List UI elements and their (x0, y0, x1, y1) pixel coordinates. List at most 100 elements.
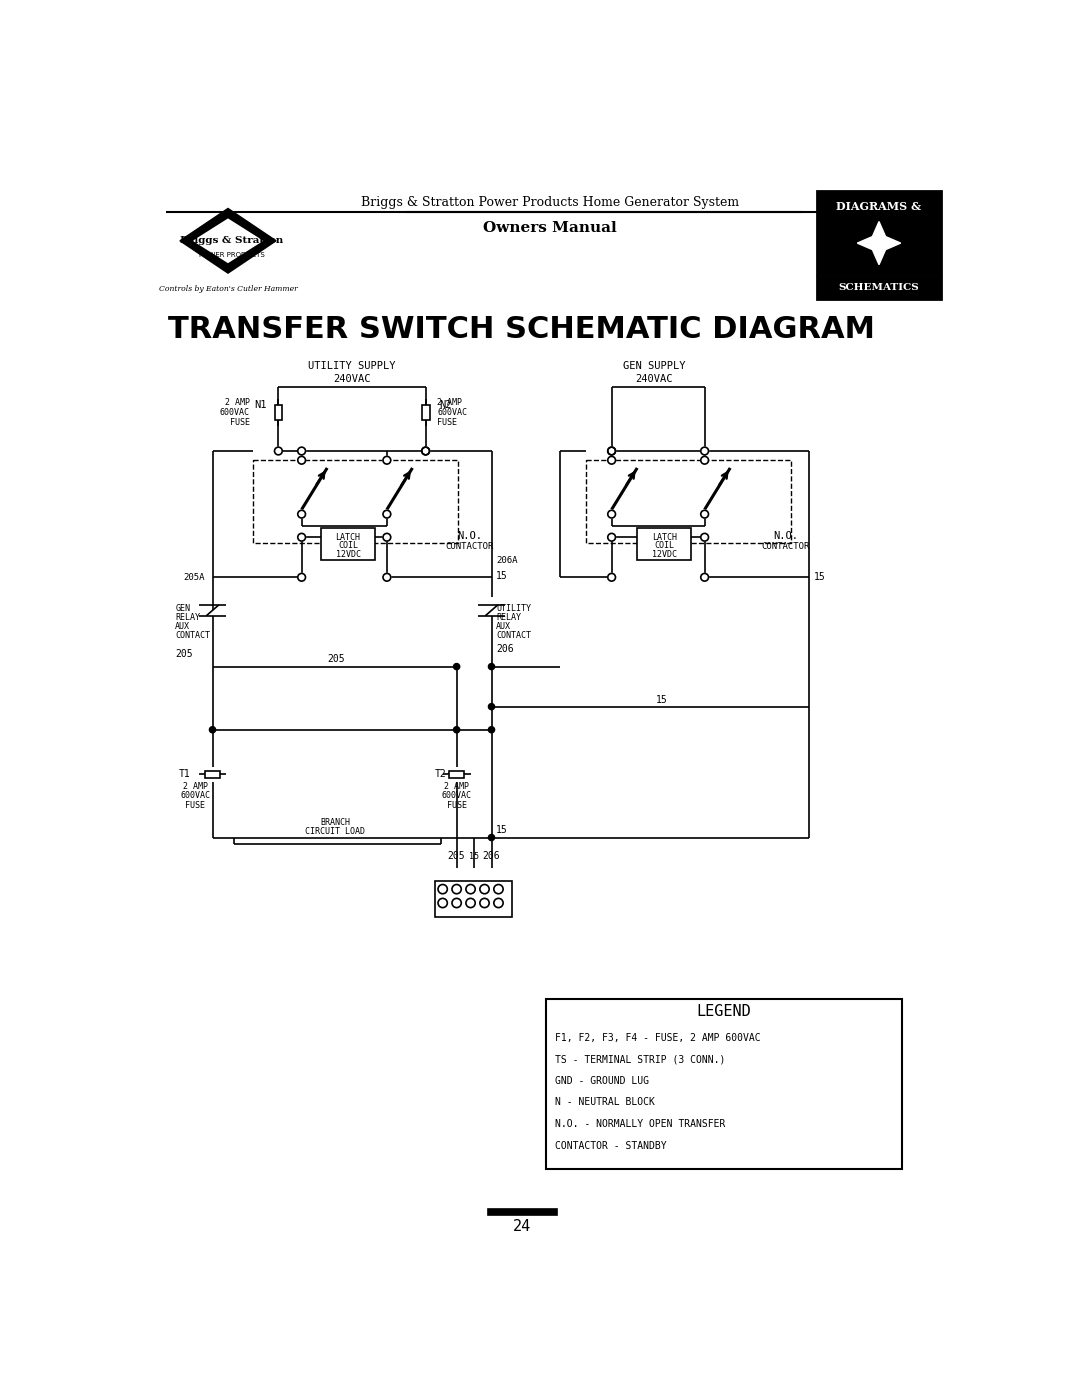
Text: 15: 15 (469, 852, 478, 861)
Bar (449, 771, 464, 778)
Text: CONTACT: CONTACT (175, 631, 211, 640)
Circle shape (488, 704, 495, 710)
Circle shape (488, 834, 495, 841)
Text: POWER PRODUCTS: POWER PRODUCTS (199, 251, 265, 257)
Bar (637, 528, 691, 560)
Text: LATCH: LATCH (336, 532, 361, 542)
Circle shape (383, 457, 391, 464)
Text: 205: 205 (448, 851, 465, 861)
Text: 205: 205 (175, 650, 193, 659)
Bar (488, 1208, 557, 1215)
Bar (422, 405, 430, 420)
Text: 600VAC: 600VAC (437, 408, 468, 416)
Text: UTILITY SUPPLY: UTILITY SUPPLY (308, 362, 395, 372)
Text: BRANCH: BRANCH (320, 817, 350, 827)
Text: AUX: AUX (175, 622, 190, 631)
Circle shape (608, 534, 616, 541)
Circle shape (701, 534, 708, 541)
Circle shape (451, 884, 461, 894)
Text: COIL: COIL (338, 541, 359, 550)
Circle shape (298, 534, 306, 541)
Circle shape (488, 726, 495, 733)
Polygon shape (194, 219, 262, 263)
Circle shape (298, 457, 306, 464)
Circle shape (608, 510, 616, 518)
Text: RELAY: RELAY (175, 613, 200, 622)
Bar (321, 528, 375, 560)
Text: 2 AMP: 2 AMP (437, 398, 462, 407)
Circle shape (494, 884, 503, 894)
Bar (545, 999, 902, 1169)
Circle shape (608, 457, 616, 464)
Text: 206: 206 (496, 644, 514, 654)
Text: 240VAC: 240VAC (635, 374, 673, 384)
Circle shape (465, 884, 475, 894)
Text: 206: 206 (483, 851, 500, 861)
Text: LEGEND: LEGEND (697, 1004, 752, 1018)
Circle shape (608, 447, 616, 455)
Text: Controls by Eaton's Cutler Hammer: Controls by Eaton's Cutler Hammer (159, 285, 297, 292)
Text: FUSE: FUSE (447, 800, 467, 810)
Circle shape (298, 573, 306, 581)
Circle shape (701, 457, 708, 464)
Polygon shape (858, 222, 901, 264)
Circle shape (298, 447, 306, 455)
Text: 2 AMP: 2 AMP (183, 782, 208, 791)
Circle shape (438, 884, 447, 894)
Circle shape (422, 447, 430, 455)
Circle shape (701, 573, 708, 581)
Text: FUSE: FUSE (437, 418, 457, 427)
Text: UTILITY: UTILITY (496, 604, 531, 612)
Circle shape (454, 664, 460, 669)
Circle shape (608, 447, 616, 455)
Text: 12VDC: 12VDC (336, 549, 361, 559)
Text: TRANSFER SWITCH SCHEMATIC DIAGRAM: TRANSFER SWITCH SCHEMATIC DIAGRAM (167, 314, 875, 344)
Text: 12VDC: 12VDC (652, 549, 677, 559)
Text: GEN: GEN (175, 604, 190, 612)
Text: N1: N1 (254, 400, 267, 409)
Circle shape (701, 447, 708, 455)
Bar (586, 460, 792, 543)
Text: CIRCUIT LOAD: CIRCUIT LOAD (305, 827, 365, 835)
Circle shape (494, 898, 503, 908)
Text: 15: 15 (496, 824, 508, 835)
Circle shape (488, 664, 495, 669)
Text: Briggs & Stratton: Briggs & Stratton (180, 236, 283, 246)
Text: N.O.: N.O. (773, 531, 798, 541)
Circle shape (438, 898, 447, 908)
Circle shape (454, 726, 460, 733)
Text: CONTACT: CONTACT (496, 631, 531, 640)
Circle shape (210, 726, 216, 733)
Circle shape (465, 898, 475, 908)
Circle shape (422, 447, 430, 455)
Text: FUSE: FUSE (186, 800, 205, 810)
Circle shape (383, 573, 391, 581)
Text: 15: 15 (496, 571, 508, 581)
Text: N2: N2 (440, 400, 453, 409)
Text: 205: 205 (327, 654, 346, 664)
Text: GND - GROUND LUG: GND - GROUND LUG (555, 1076, 649, 1085)
Bar (253, 460, 458, 543)
Text: N.O. - NORMALLY OPEN TRANSFER: N.O. - NORMALLY OPEN TRANSFER (555, 1119, 726, 1129)
Text: F1, F2, F3, F4 - FUSE, 2 AMP 600VAC: F1, F2, F3, F4 - FUSE, 2 AMP 600VAC (555, 1032, 760, 1042)
Text: COIL: COIL (654, 541, 674, 550)
Text: 15: 15 (657, 696, 667, 705)
Text: 2 AMP: 2 AMP (225, 398, 249, 407)
Text: 2 AMP: 2 AMP (444, 782, 469, 791)
Circle shape (701, 510, 708, 518)
Bar (205, 771, 220, 778)
Text: 24: 24 (513, 1220, 531, 1234)
Text: Briggs & Stratton Power Products Home Generator System: Briggs & Stratton Power Products Home Ge… (361, 196, 739, 208)
Text: 206A: 206A (496, 556, 517, 564)
Text: 15: 15 (814, 573, 825, 583)
Circle shape (274, 447, 282, 455)
Text: CONTACTOR: CONTACTOR (446, 542, 494, 550)
Text: FUSE: FUSE (230, 418, 249, 427)
Text: GEN SUPPLY: GEN SUPPLY (623, 362, 686, 372)
Text: DIAGRAMS &: DIAGRAMS & (836, 201, 921, 211)
Polygon shape (180, 208, 276, 274)
Text: 600VAC: 600VAC (180, 792, 211, 800)
Circle shape (451, 898, 461, 908)
Text: 600VAC: 600VAC (442, 792, 472, 800)
Text: N - NEUTRAL BLOCK: N - NEUTRAL BLOCK (555, 1098, 654, 1108)
